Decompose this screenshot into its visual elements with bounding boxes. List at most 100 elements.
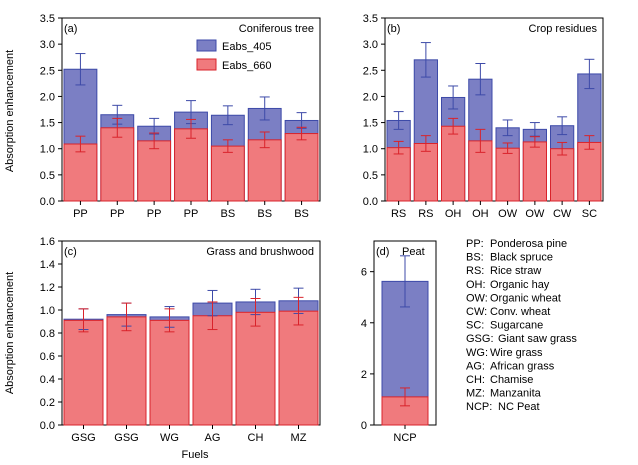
y-tick-label: 1.0	[40, 144, 55, 156]
bar-eabs660	[495, 147, 520, 202]
errorbar-eabs660	[296, 126, 307, 141]
errorbar-eabs405	[259, 96, 270, 121]
x-tick-label: PP	[184, 208, 199, 220]
errorbar-eabs660	[149, 132, 160, 150]
errorbar-eabs405	[75, 53, 86, 86]
abbr-row: CW: Conv. wheat	[466, 306, 550, 318]
x-tick-label: PP	[147, 208, 162, 220]
x-tick-label: GSG	[71, 432, 95, 444]
panel-label: (d)	[376, 246, 389, 258]
errorbar-eabs660	[207, 301, 218, 331]
errorbar-eabs660	[584, 135, 595, 150]
x-tick-label: OW	[498, 208, 518, 220]
errorbar-eabs660	[420, 135, 431, 152]
abbr-code: NCP:	[466, 401, 492, 413]
abbr-name: Black spruce	[490, 252, 553, 264]
bar-eabs660	[137, 140, 172, 202]
y-tick-label: 6	[361, 267, 367, 279]
abbr-name: Conv. wheat	[490, 306, 550, 318]
y-tick-label: 0.0	[40, 196, 55, 208]
abbr-code: PP:	[466, 238, 484, 250]
abbr-code: SC:	[466, 320, 484, 332]
abbr-row: PP: Ponderosa pine	[466, 238, 567, 250]
errorbar-eabs660	[78, 308, 89, 333]
x-tick-label: MZ	[291, 432, 307, 444]
y-tick-label: 0.5	[40, 170, 55, 182]
y-tick-label: 3.5	[40, 13, 55, 25]
bar-eabs660	[235, 311, 276, 426]
x-tick-label: BS	[257, 208, 272, 220]
y-tick-label: 1.5	[40, 118, 55, 130]
abbr-row: OH: Organic hay	[466, 279, 550, 291]
panel-c: 0.0 0.2 0.4 0.6 0.8 1.0 1.2 1.4 1.6 GSG GSG WG AG CH M…	[40, 236, 321, 444]
abbr-name: NC Peat	[498, 401, 540, 413]
legend-swatch	[196, 58, 217, 71]
abbr-code: OW:	[466, 292, 488, 304]
y-tick-label: 2.5	[40, 65, 55, 77]
abbr-name: Manzanita	[490, 388, 542, 400]
y-tick-label: 1.6	[40, 236, 55, 248]
x-tick-label: SC	[582, 208, 597, 220]
errorbar-eabs405	[529, 122, 540, 137]
panels: 0.0 0.5 1.0 1.5 2.0 2.5 3.0 3.5 PP PP PP PP BS BS BS (a…	[40, 13, 604, 444]
y-tick-label: 2	[361, 369, 367, 381]
x-tick-label: OW	[525, 208, 545, 220]
y-tick-label: 1.5	[363, 118, 378, 130]
y-tick-label: 0.0	[363, 196, 378, 208]
y-tick-label: 4	[361, 318, 367, 330]
errorbar-eabs660	[75, 135, 86, 153]
y-tick-label: 0.5	[363, 170, 378, 182]
abbr-name: Organic wheat	[490, 292, 561, 304]
x-tick-label: PP	[73, 208, 88, 220]
errorbar-eabs405	[475, 62, 486, 96]
abbr-code: CW:	[466, 306, 487, 318]
legend: Eabs_405 Eabs_660	[196, 39, 272, 72]
errorbar-eabs660	[186, 118, 196, 139]
errorbar-eabs660	[164, 308, 175, 333]
errorbar-eabs660	[222, 139, 233, 153]
bar-eabs660	[522, 141, 547, 202]
x-tick-label: OH	[472, 208, 489, 220]
bar-eabs660	[174, 128, 208, 202]
panel-d: 0 2 4 6 NCP (d) Peat	[361, 240, 437, 444]
abbr-row: NCP: NC Peat	[466, 401, 540, 413]
abbr-name: Rice straw	[490, 265, 541, 277]
y-tick-label: 3.5	[363, 13, 378, 25]
abbr-name: Organic hay	[490, 279, 550, 291]
abbr-row: OW: Organic wheat	[466, 292, 561, 304]
errorbar-eabs405	[557, 116, 568, 136]
abbr-row: GSG: Giant saw grass	[466, 333, 577, 345]
bar-eabs660	[210, 145, 245, 202]
errorbar-eabs405	[502, 119, 513, 137]
abbr-name: African grass	[490, 360, 555, 372]
x-tick-label: GSG	[114, 432, 138, 444]
abbreviation-list: PP: Ponderosa pine BS: Black spruce RS: Rice …	[466, 238, 577, 413]
y-tick-label: 1.0	[40, 305, 55, 317]
x-tick-label: BS	[294, 208, 309, 220]
x-tick-label: RS	[391, 208, 406, 220]
errorbar-eabs660	[557, 141, 568, 156]
panel-label: (b)	[387, 23, 400, 35]
errorbar-eabs660	[121, 302, 132, 332]
bar-eabs660	[386, 147, 411, 202]
errorbar-eabs405	[393, 111, 404, 130]
x-tick-label: NCP	[393, 432, 416, 444]
y-tick-label: 3.0	[363, 39, 378, 51]
x-tick-label: BS	[221, 208, 236, 220]
abbr-code: BS:	[466, 252, 484, 264]
errorbar-eabs660	[250, 298, 261, 327]
x-tick-label: CH	[248, 432, 264, 444]
abbr-row: MZ: Manzanita	[466, 388, 542, 400]
y-tick-label: 0.0	[40, 420, 55, 432]
y-tick-label: 2.5	[363, 65, 378, 77]
abbr-name: Giant saw grass	[498, 333, 577, 345]
bar-eabs660	[413, 142, 438, 202]
bar-eabs660	[192, 315, 233, 426]
x-tick-label: WG	[160, 432, 179, 444]
abbr-code: MZ:	[466, 388, 485, 400]
errorbar-eabs405	[584, 58, 595, 90]
panel-label: (a)	[64, 23, 77, 35]
bar-eabs660	[284, 133, 319, 202]
y-tick-label: 2.0	[363, 91, 378, 103]
y-tick-label: 1.2	[40, 282, 55, 294]
